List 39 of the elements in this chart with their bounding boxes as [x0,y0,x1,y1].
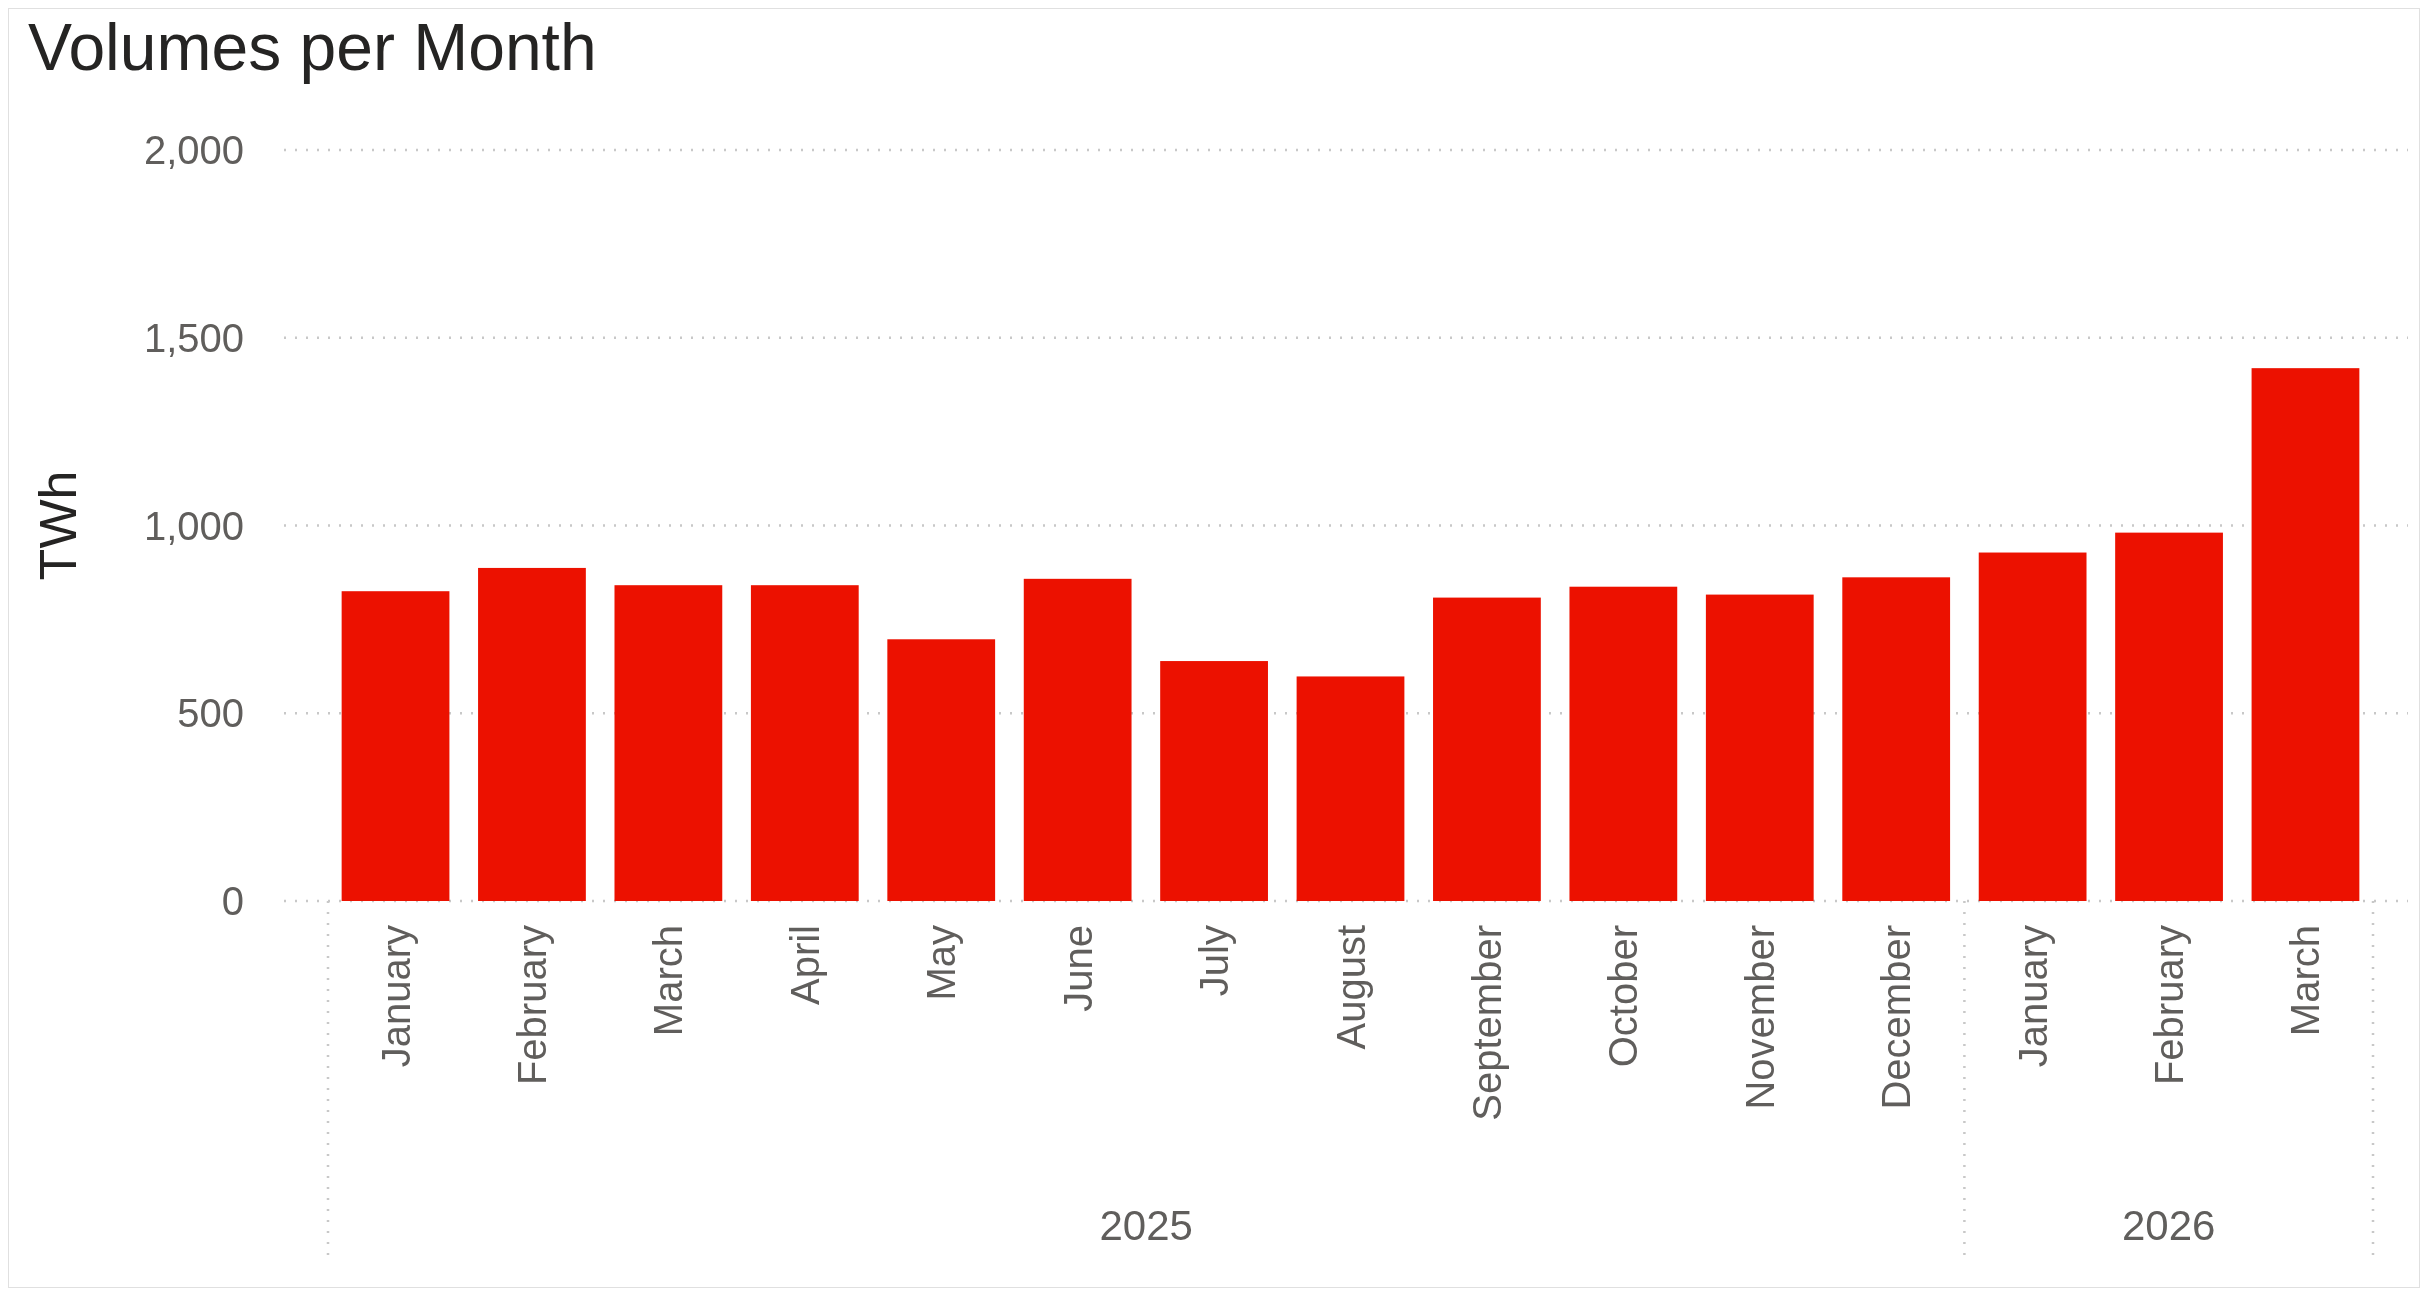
x-tick-label: March [646,925,691,1037]
x-tick-label: September [1464,925,1509,1121]
bar [750,585,859,901]
text: 2025 [1099,1202,1193,1249]
bar [1433,597,1541,901]
x-tick-label: February [509,925,554,1086]
x-tick-label: May [919,925,964,1001]
y-tick-label: 500 [177,691,244,736]
y-tick-label: 1,500 [143,315,244,360]
bar [1569,586,1678,901]
bar [1296,676,1405,901]
bar [2115,532,2223,901]
x-tick-label: March [2283,925,2328,1037]
x-tick-label: November [1737,925,1782,1110]
y-tick-label: 1,000 [143,503,244,548]
bar [887,639,996,901]
x-tick-label: January [2010,925,2055,1068]
x-tick-label: August [1328,925,1373,1050]
bar [1023,578,1132,901]
x-tick-label: February [2147,925,2192,1086]
y-tick-label: 2,000 [143,128,244,172]
bar [614,585,723,901]
bar [341,591,450,901]
x-tick-label: December [1874,925,1919,1110]
bar [1978,552,2087,901]
chart-title: Volumes per Month [28,10,597,84]
bar [1842,577,1951,901]
x-tick-label: April [782,925,827,1006]
text: 2026 [2121,1202,2216,1249]
x-tick-label: October [1601,925,1646,1068]
y-tick-label: 0 [221,879,244,923]
bar [2251,368,2360,901]
bar [1705,594,1814,901]
x-tick-label: July [1192,925,1237,997]
x-tick-label: June [1055,925,1100,1012]
bar [1160,661,1268,901]
x-tick-label: January [373,925,418,1068]
y-axis-title: TWh [29,470,87,581]
bar [478,567,586,901]
